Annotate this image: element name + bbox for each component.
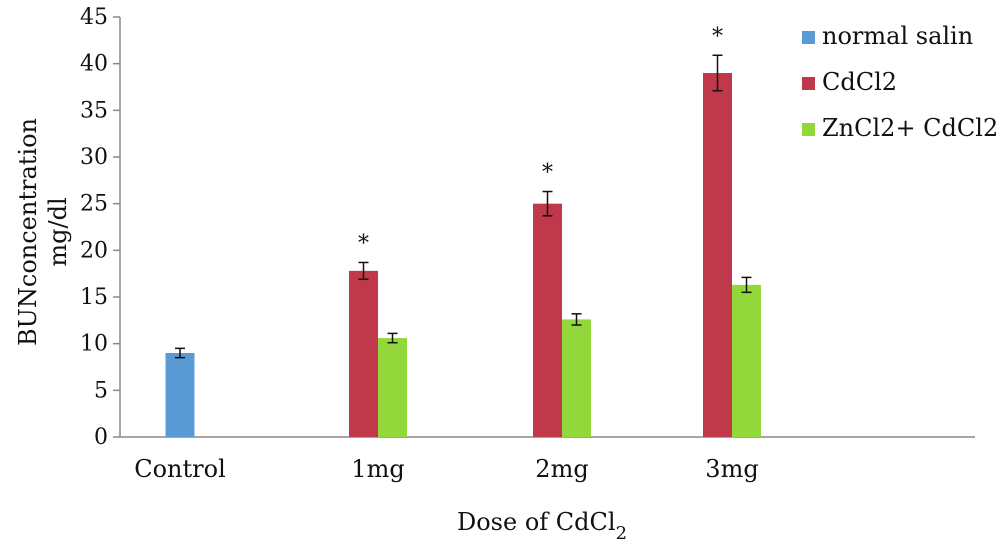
x-category-label: 1mg (351, 455, 404, 483)
significance-asterisk: * (712, 24, 723, 49)
bar (533, 203, 562, 437)
x-category-label: Control (134, 455, 226, 483)
legend-label: CdCl2 (822, 68, 897, 96)
legend-swatch (802, 77, 815, 90)
annotations: * * * (358, 24, 723, 256)
legend-label: normal salin (822, 22, 973, 50)
y-tick-label: 5 (94, 378, 108, 403)
x-category-labels: Control 1mg 2mg 3mg (134, 455, 758, 483)
y-axis-title: BUNconcentration mg/dl (14, 118, 72, 346)
significance-asterisk: * (542, 161, 553, 186)
y-tick-label: 45 (80, 5, 108, 30)
significance-asterisk: * (358, 231, 369, 256)
y-tick-label: 20 (80, 238, 108, 263)
x-category-label: 3mg (705, 455, 758, 483)
legend: normal salin CdCl2 ZnCl2+ CdCl2 (802, 22, 998, 142)
x-axis-title-text: Dose of CdCl (457, 508, 616, 536)
y-tick-label: 35 (80, 98, 108, 123)
bar (732, 284, 761, 437)
bar (562, 319, 591, 437)
legend-swatch (802, 123, 815, 136)
y-tick-label: 25 (80, 192, 108, 217)
y-tick-labels: 0 5 10 15 20 25 30 35 40 45 (80, 5, 108, 450)
bar (703, 73, 732, 437)
y-tick-label: 15 (80, 285, 108, 310)
x-axis-title-subscript: 2 (616, 523, 627, 544)
y-tick-label: 0 (94, 425, 108, 450)
bar (349, 270, 378, 437)
y-axis-title-line2: mg/dl (44, 197, 72, 266)
y-axis-title-line1: BUNconcentration (14, 118, 42, 346)
bar (378, 338, 407, 437)
y-tick-label: 40 (80, 52, 108, 77)
error-bars (175, 54, 752, 359)
x-category-label: 2mg (535, 455, 588, 483)
x-axis-title: Dose of CdCl2 (457, 508, 627, 544)
legend-label: ZnCl2+ CdCl2 (822, 114, 998, 142)
y-tick-label: 30 (80, 145, 108, 170)
legend-swatch (802, 31, 815, 44)
bar (165, 353, 195, 437)
y-tick-label: 10 (80, 332, 108, 357)
bars (165, 73, 761, 437)
